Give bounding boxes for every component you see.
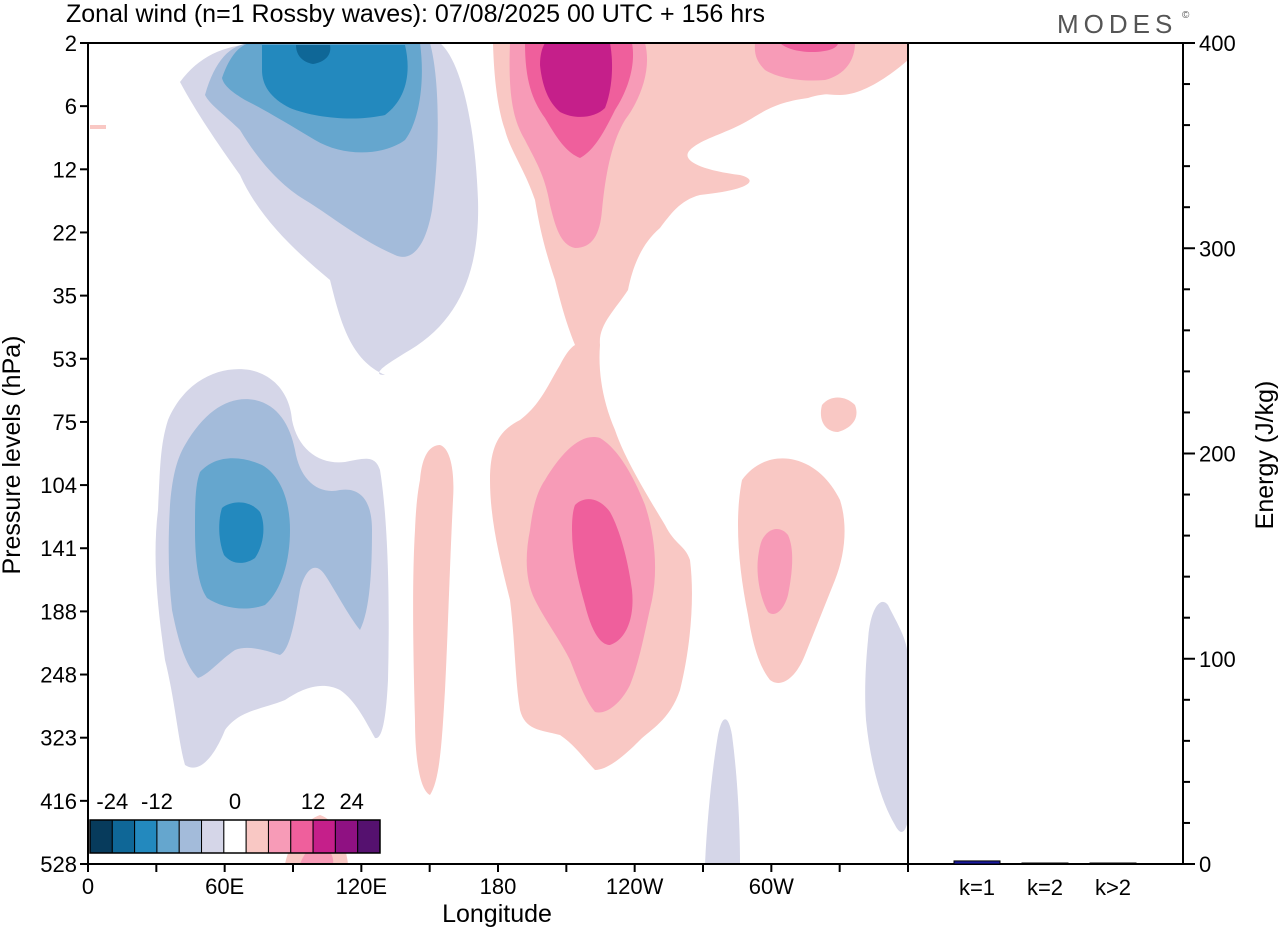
contour-neg-18-lower bbox=[219, 502, 264, 563]
y-tick-label: 528 bbox=[40, 852, 77, 877]
y-tick-label: 53 bbox=[53, 347, 77, 372]
modes-logo: MODES © bbox=[1057, 9, 1190, 39]
energy-x-labels: k=1 k=2 k>2 bbox=[959, 875, 1131, 900]
y-tick-label: 188 bbox=[40, 599, 77, 624]
energy-y-axis: 0 100 200 300 400 bbox=[1183, 31, 1236, 877]
contour-neg-3-patch-a bbox=[705, 719, 740, 864]
contour-neg-24-upper bbox=[296, 45, 331, 64]
y-tick-label: 6 bbox=[65, 94, 77, 119]
colorbar-swatch bbox=[357, 819, 381, 854]
colorbar-border bbox=[89, 819, 381, 854]
y-axis-label: Pressure levels (hPa) bbox=[0, 336, 26, 575]
contour-neg-3-patch-b bbox=[865, 601, 908, 832]
colorbar-swatch bbox=[111, 819, 136, 854]
energy-bar bbox=[1089, 862, 1137, 865]
colorbar-label: 0 bbox=[229, 789, 241, 814]
contour-pos-18-upper bbox=[540, 43, 613, 117]
energy-bar bbox=[953, 860, 1001, 865]
colorbar-swatch bbox=[245, 819, 269, 854]
contour-pos-3-left-sliver bbox=[90, 125, 106, 129]
contour-fills bbox=[90, 43, 908, 864]
x-axis: 0 60E 120E 180 120W 60W bbox=[82, 864, 909, 899]
contour-pos-6-upper-b bbox=[754, 43, 855, 81]
energy-tick-label: 100 bbox=[1199, 647, 1236, 672]
y-tick-label: 141 bbox=[40, 536, 77, 561]
energy-axis-label: Energy (J/kg) bbox=[1251, 381, 1279, 530]
x-tick-label: 180 bbox=[480, 874, 517, 899]
energy-panel: 0 100 200 300 400 k=1 k=2 k>2 Energy (J/kg) bbox=[907, 31, 1279, 900]
colorbar-swatch bbox=[201, 819, 225, 854]
x-tick-label: 60W bbox=[749, 874, 794, 899]
energy-bar bbox=[1021, 862, 1069, 865]
energy-tick-label: 200 bbox=[1199, 442, 1236, 467]
colorbar-swatch bbox=[267, 819, 292, 854]
y-tick-label: 2 bbox=[65, 31, 77, 56]
x-tick-label: 120E bbox=[336, 874, 387, 899]
contour-pos-3-blob bbox=[820, 397, 857, 432]
energy-tick-label: 400 bbox=[1199, 31, 1236, 56]
y-tick-label: 22 bbox=[53, 220, 77, 245]
energy-bars bbox=[953, 860, 1137, 865]
x-tick-label: 60E bbox=[205, 874, 244, 899]
colorbar-swatch bbox=[178, 819, 203, 854]
energy-category-label: k=2 bbox=[1027, 875, 1063, 900]
y-tick-label: 75 bbox=[53, 410, 77, 435]
colorbar-swatch bbox=[334, 819, 359, 854]
contour-plot: 2 6 12 22 35 53 75 104 141 188 248 323 416 528 0 60E 12… bbox=[0, 31, 909, 928]
brand-text: MODES bbox=[1057, 9, 1177, 39]
colorbar-labels: -24 -12 0 12 24 bbox=[96, 789, 364, 814]
contour-pos-12-upper-b bbox=[780, 43, 838, 52]
colorbar-swatch bbox=[290, 819, 314, 854]
colorbar-swatch bbox=[223, 819, 247, 854]
y-tick-label: 323 bbox=[40, 726, 77, 751]
y-axis: 2 6 12 22 35 53 75 104 141 188 248 323 416 528 bbox=[40, 31, 88, 877]
colorbar-label: 12 bbox=[301, 789, 325, 814]
y-tick-label: 104 bbox=[40, 473, 77, 498]
colorbar: -24 -12 0 12 24 bbox=[89, 789, 381, 854]
energy-category-label: k>2 bbox=[1095, 875, 1131, 900]
colorbar-swatch bbox=[156, 819, 180, 854]
colorbar-label: -24 bbox=[96, 789, 128, 814]
y-tick-label: 35 bbox=[53, 284, 77, 309]
contour-pos-6-right bbox=[757, 528, 793, 615]
contour-pos-3-column bbox=[413, 445, 454, 795]
colorbar-swatch bbox=[134, 819, 158, 854]
y-tick-label: 248 bbox=[40, 663, 77, 688]
energy-panel-background bbox=[908, 43, 1183, 864]
x-tick-label: 120W bbox=[606, 874, 664, 899]
energy-tick-label: 300 bbox=[1199, 236, 1236, 261]
colorbar-swatch bbox=[312, 819, 336, 854]
brand-mark: © bbox=[1182, 10, 1190, 21]
energy-tick-label: 0 bbox=[1199, 852, 1211, 877]
energy-category-label: k=1 bbox=[959, 875, 995, 900]
y-tick-label: 12 bbox=[53, 157, 77, 182]
colorbar-swatch bbox=[89, 819, 113, 854]
colorbar-label: 24 bbox=[339, 789, 363, 814]
contour-pos-12-lower bbox=[572, 499, 633, 645]
colorbar-label: -12 bbox=[141, 789, 173, 814]
colorbar-swatches bbox=[89, 819, 381, 854]
contour-neg-18-upper bbox=[262, 45, 408, 119]
x-tick-label: 0 bbox=[82, 874, 94, 899]
chart-title: Zonal wind (n=1 Rossby waves): 07/08/202… bbox=[66, 0, 765, 28]
x-axis-label: Longitude bbox=[442, 900, 552, 928]
y-tick-label: 416 bbox=[40, 789, 77, 814]
